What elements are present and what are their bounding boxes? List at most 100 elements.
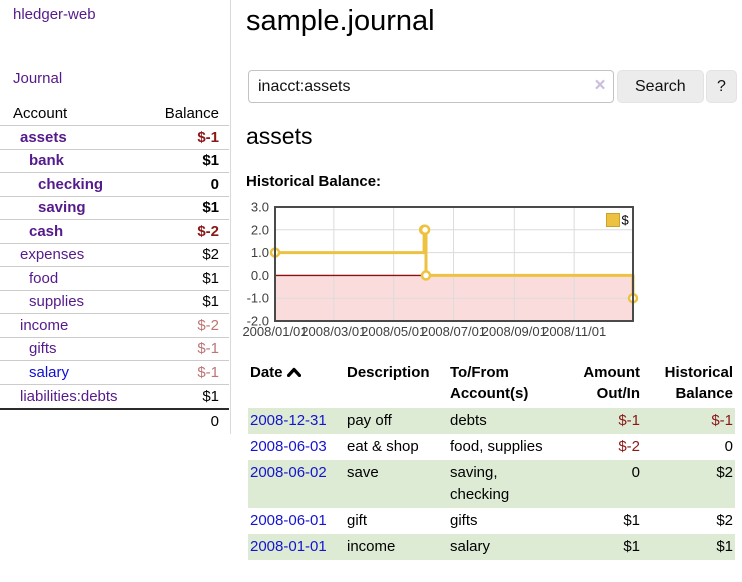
account-balance: $-2 [197, 316, 219, 334]
transaction-amount: $-1 [618, 412, 640, 429]
svg-text:2008/01/01: 2008/01/01 [242, 324, 307, 339]
account-link-bank[interactable]: bank [29, 152, 65, 170]
account-link-supplies[interactable]: supplies [29, 293, 85, 311]
transaction-balance: $2 [716, 512, 733, 529]
account-balance: $1 [202, 387, 219, 405]
svg-text:2008/07/01: 2008/07/01 [421, 324, 486, 339]
account-column-label: Account [13, 104, 68, 122]
account-balance: $2 [202, 246, 219, 264]
transaction-accounts: gifts [450, 512, 478, 529]
account-balance: $1 [202, 199, 219, 217]
transaction-description: pay off [347, 412, 392, 429]
transaction-accounts: salary [450, 538, 491, 555]
transaction-amount: $1 [623, 538, 640, 555]
account-link-food[interactable]: food [29, 269, 59, 287]
svg-text:3.0: 3.0 [251, 202, 269, 215]
account-balance: $1 [202, 269, 219, 287]
chart-title: Historical Balance: [246, 173, 382, 190]
account-row: salary $-1 [0, 361, 229, 385]
account-link-gifts[interactable]: gifts [29, 340, 57, 358]
transaction-description: save [347, 464, 379, 481]
sort-asc-icon [286, 367, 301, 377]
account-link-salary[interactable]: salary [29, 363, 70, 381]
account-tree: Account Balance assets $-1 bank $1 checking 0… [0, 101, 229, 432]
account-link-income[interactable]: income [20, 316, 69, 334]
transaction-balance: 0 [724, 438, 733, 455]
svg-text:-1.0: -1.0 [247, 291, 269, 306]
transaction-description: eat & shop [347, 438, 419, 455]
svg-text:2008/11/01: 2008/11/01 [542, 324, 606, 339]
account-row: saving $1 [0, 197, 229, 220]
account-row: supplies $1 [0, 291, 229, 314]
svg-text:2008/03/01: 2008/03/01 [301, 324, 366, 339]
account-row: bank $1 [0, 150, 229, 173]
register-header-row: Date Description To/From Account(s) Amount … [248, 360, 735, 408]
transaction-date-link[interactable]: 2008-12-31 [250, 412, 327, 429]
total-balance-row: 0 [0, 408, 229, 432]
page-title: sample.journal [246, 5, 435, 37]
transaction-amount: $-2 [618, 438, 640, 455]
column-header-to-from-account-s-[interactable]: To/From Account(s) [450, 364, 529, 402]
table-row: 2008-12-31 pay off debts $-1 $-1 [248, 408, 735, 434]
transaction-accounts: food, supplies [450, 438, 543, 455]
search-input[interactable] [248, 70, 614, 103]
transaction-balance: $2 [716, 464, 733, 481]
transaction-description: gift [347, 512, 368, 529]
column-header-date[interactable]: Date [248, 360, 345, 408]
svg-text:0.0: 0.0 [251, 268, 269, 283]
account-balance: $1 [202, 152, 219, 170]
app-title-link[interactable]: hledger-web [13, 6, 96, 23]
search-button[interactable]: Search [617, 70, 704, 103]
transaction-accounts: saving, checking [450, 464, 510, 503]
transaction-date-link[interactable]: 2008-01-01 [250, 538, 327, 555]
clear-search-icon[interactable]: × [594, 75, 606, 96]
transaction-date-link[interactable]: 2008-06-03 [250, 438, 327, 455]
sidebar-item-journal[interactable]: Journal [13, 70, 63, 87]
account-link-saving[interactable]: saving [38, 199, 86, 217]
account-link-cash[interactable]: cash [29, 222, 64, 240]
account-link-assets[interactable]: assets [20, 128, 67, 146]
account-balance: $1 [202, 293, 219, 311]
account-balance: $-1 [197, 340, 219, 358]
account-row: checking 0 [0, 173, 229, 197]
transaction-accounts: debts [450, 412, 487, 429]
account-row: gifts $-1 [0, 338, 229, 361]
account-link-checking[interactable]: checking [38, 175, 104, 193]
svg-text:$: $ [622, 213, 630, 228]
column-header-historical-balance[interactable]: Historical Balance [664, 364, 733, 402]
account-heading: assets [246, 123, 313, 149]
account-row: income $-2 [0, 314, 229, 338]
transaction-date-link[interactable]: 2008-06-01 [250, 512, 327, 529]
help-button[interactable]: ? [706, 70, 737, 103]
chart-svg: 3.0 2.0 1.0 0.0 -1.0 -2.02008/01/012008/03/01… [242, 200, 639, 339]
account-row: food $1 [0, 267, 229, 291]
search-form: × Search ? [248, 70, 737, 103]
svg-text:2.0: 2.0 [251, 222, 269, 237]
transaction-date-link[interactable]: 2008-06-02 [250, 464, 327, 481]
column-header-amount-out-in[interactable]: Amount Out/In [583, 364, 640, 402]
table-row: 2008-06-01 gift gifts $1 $2 [248, 508, 735, 534]
svg-text:2008/09/01: 2008/09/01 [482, 324, 547, 339]
register-table: Date Description To/From Account(s) Amount … [248, 360, 735, 560]
transaction-description: income [347, 538, 396, 555]
account-balance: $-2 [197, 222, 219, 240]
table-row: 2008-06-03 eat & shop food, supplies $-2 0 [248, 434, 735, 460]
column-header-description[interactable]: Description [347, 364, 430, 381]
transaction-amount: $1 [623, 512, 640, 529]
balance-column-label: Balance [164, 104, 219, 122]
sidebar: hledger-web Journal Account Balance asse… [0, 0, 231, 434]
account-row: cash $-2 [0, 220, 229, 244]
account-link-expenses[interactable]: expenses [20, 246, 85, 264]
table-row: 2008-06-02 save saving, checking 0 $2 [248, 460, 735, 508]
account-link-liabilities-debts[interactable]: liabilities:debts [20, 387, 118, 405]
account-row: liabilities:debts $1 [0, 385, 229, 409]
account-balance: 0 [210, 175, 219, 193]
transaction-balance: $1 [716, 538, 733, 555]
account-balance: $-1 [197, 363, 219, 381]
transaction-balance: $-1 [711, 412, 733, 429]
account-row: expenses $2 [0, 244, 229, 267]
svg-text:2008/05/01: 2008/05/01 [361, 324, 426, 339]
account-balance: $-1 [197, 128, 219, 146]
transaction-amount: 0 [631, 464, 640, 481]
